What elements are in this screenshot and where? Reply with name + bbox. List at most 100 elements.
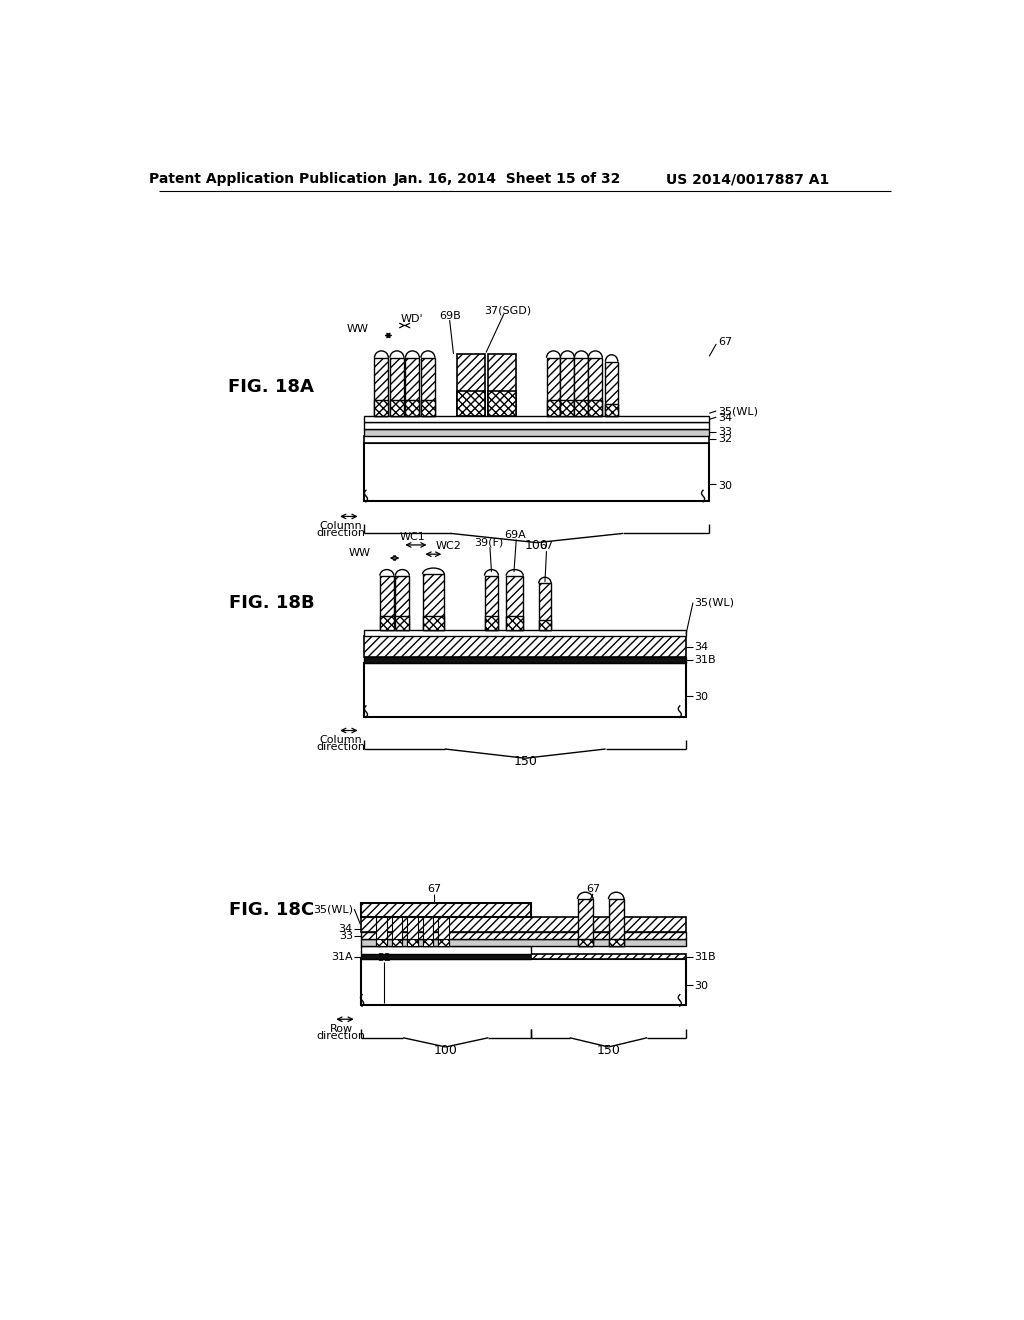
Bar <box>560 358 574 416</box>
Text: 33: 33 <box>339 931 352 941</box>
Text: 39(F): 39(F) <box>474 537 504 548</box>
Text: 30: 30 <box>718 480 732 491</box>
Bar <box>605 362 617 416</box>
Bar <box>365 429 710 436</box>
Bar <box>406 400 420 416</box>
Text: 67: 67 <box>540 541 554 552</box>
Text: 30: 30 <box>694 693 709 702</box>
Bar <box>560 400 574 416</box>
Text: 100: 100 <box>525 539 549 552</box>
Bar <box>608 899 624 946</box>
Bar <box>365 636 686 657</box>
Text: WC1: WC1 <box>399 532 425 543</box>
Text: Column: Column <box>319 735 362 744</box>
Text: 35(WL): 35(WL) <box>312 904 352 915</box>
Bar <box>395 615 410 630</box>
Bar <box>376 917 387 946</box>
Bar <box>360 932 686 940</box>
Text: direction: direction <box>316 528 366 539</box>
Bar <box>395 576 410 630</box>
Text: 30: 30 <box>694 981 709 991</box>
Bar <box>360 954 531 960</box>
Bar <box>365 444 710 502</box>
Bar <box>360 960 686 1006</box>
Bar <box>506 615 523 630</box>
Bar <box>589 358 602 416</box>
Bar <box>407 917 418 946</box>
Bar <box>531 954 686 960</box>
Bar <box>484 615 499 630</box>
Bar <box>407 940 418 946</box>
Text: FIG. 18B: FIG. 18B <box>228 594 314 611</box>
Text: 37(SGD): 37(SGD) <box>484 305 531 315</box>
Bar <box>390 358 403 416</box>
Text: Row: Row <box>330 1023 352 1034</box>
Bar <box>406 358 420 416</box>
Text: 150: 150 <box>597 1044 621 1056</box>
Bar <box>421 400 435 416</box>
Bar <box>547 358 560 416</box>
Bar <box>589 400 602 416</box>
Text: 34: 34 <box>339 924 352 933</box>
Text: 69A: 69A <box>505 529 526 540</box>
Text: 31B: 31B <box>694 655 716 665</box>
Text: 34: 34 <box>694 642 709 652</box>
Text: 67: 67 <box>586 884 600 894</box>
Bar <box>360 940 686 946</box>
Text: 34: 34 <box>718 413 732 422</box>
Bar <box>574 400 589 416</box>
Text: 35(WL): 35(WL) <box>718 407 758 417</box>
Bar <box>391 917 402 946</box>
Text: US 2014/0017887 A1: US 2014/0017887 A1 <box>667 172 829 186</box>
Text: 32: 32 <box>718 434 732 445</box>
Bar <box>458 354 484 416</box>
Text: 33: 33 <box>718 428 732 437</box>
Text: 31B: 31B <box>694 952 716 961</box>
Bar <box>608 940 624 946</box>
Text: Patent Application Publication: Patent Application Publication <box>148 172 386 186</box>
Text: Column: Column <box>319 520 362 531</box>
Bar <box>458 391 484 416</box>
Bar <box>488 354 515 416</box>
Bar <box>484 576 499 630</box>
Text: 100: 100 <box>434 1044 458 1056</box>
Bar <box>574 358 589 416</box>
Bar <box>506 576 523 630</box>
Bar <box>390 400 403 416</box>
Text: 69B: 69B <box>438 312 461 321</box>
Bar <box>375 400 388 416</box>
Text: 67: 67 <box>427 884 441 894</box>
Bar <box>380 576 394 630</box>
Text: 150: 150 <box>513 755 538 768</box>
Bar <box>578 899 593 946</box>
Bar <box>423 574 444 630</box>
Bar <box>360 903 531 917</box>
Bar <box>421 358 435 416</box>
Text: WW: WW <box>348 548 371 557</box>
Text: WC2: WC2 <box>436 541 462 552</box>
Text: 31A: 31A <box>331 952 352 961</box>
Text: FIG. 18A: FIG. 18A <box>228 378 314 396</box>
Bar <box>488 391 515 416</box>
Text: direction: direction <box>316 742 366 752</box>
Text: Jan. 16, 2014  Sheet 15 of 32: Jan. 16, 2014 Sheet 15 of 32 <box>394 172 622 186</box>
Text: 32: 32 <box>377 953 391 962</box>
Bar <box>438 940 449 946</box>
Bar <box>365 663 686 717</box>
Bar <box>365 436 710 444</box>
Bar <box>376 940 387 946</box>
Bar <box>380 615 394 630</box>
Text: WD': WD' <box>401 314 424 323</box>
Bar <box>438 917 449 946</box>
Bar <box>423 615 444 630</box>
Bar <box>423 940 433 946</box>
Bar <box>423 917 433 946</box>
Bar <box>539 583 551 630</box>
Bar <box>605 404 617 416</box>
Text: WW: WW <box>346 325 369 334</box>
Bar <box>539 619 551 630</box>
Text: FIG. 18C: FIG. 18C <box>228 902 314 919</box>
Text: 35(WL): 35(WL) <box>694 598 734 607</box>
Bar <box>547 400 560 416</box>
Bar <box>391 940 402 946</box>
